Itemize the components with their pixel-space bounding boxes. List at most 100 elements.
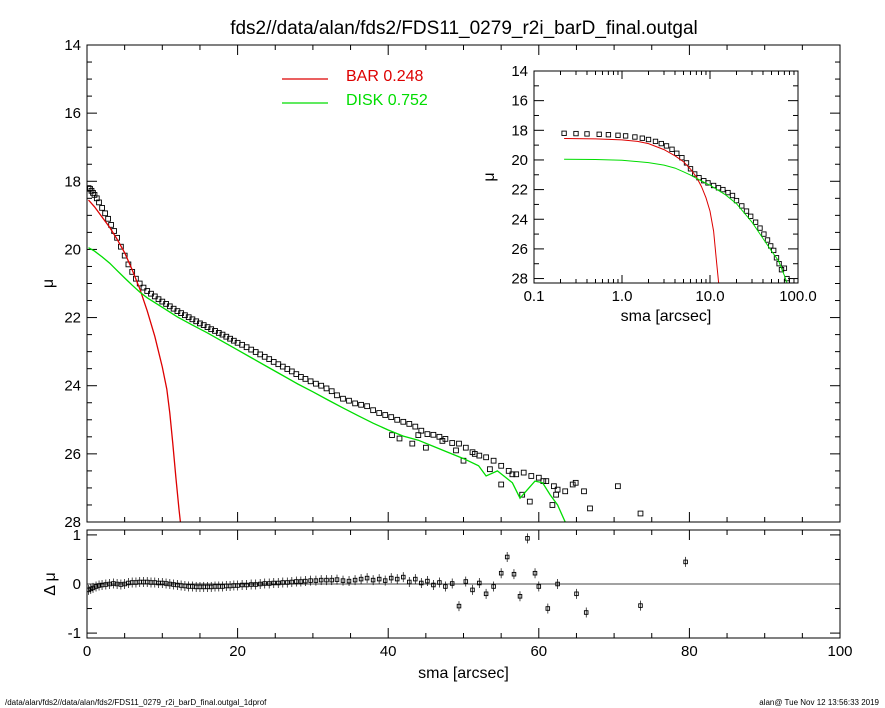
y-tick-label: 0 bbox=[73, 576, 81, 593]
x-tick-label: 0 bbox=[83, 643, 91, 660]
data-point bbox=[528, 473, 535, 479]
data-point bbox=[596, 131, 602, 137]
data-point bbox=[784, 275, 790, 282]
data-point bbox=[424, 431, 431, 437]
data-point bbox=[551, 483, 557, 490]
data-point bbox=[584, 131, 590, 137]
data-point bbox=[553, 491, 559, 498]
legend-label-disk: DISK 0.752 bbox=[346, 92, 428, 109]
chart-title: fds2//data/alan/fds2/FDS11_0279_r2i_barD… bbox=[230, 18, 698, 39]
data-point bbox=[587, 505, 593, 512]
data-point bbox=[370, 407, 376, 414]
data-point bbox=[462, 444, 469, 451]
data-point bbox=[637, 510, 644, 517]
data-point bbox=[781, 265, 788, 271]
data-point bbox=[394, 416, 401, 423]
y-tick-label: 18 bbox=[64, 173, 81, 190]
y-axis-label: μ bbox=[481, 172, 498, 181]
data-point bbox=[743, 208, 750, 214]
data-point bbox=[526, 498, 533, 505]
data-point bbox=[573, 130, 579, 137]
inset-background bbox=[534, 71, 798, 283]
data-point bbox=[388, 414, 395, 420]
data-point bbox=[487, 466, 493, 473]
y-tick-label: 24 bbox=[64, 378, 81, 395]
data-point bbox=[622, 133, 629, 139]
y-tick-label: 22 bbox=[511, 182, 528, 199]
plot-area bbox=[561, 130, 790, 283]
data-point bbox=[572, 479, 579, 486]
data-point bbox=[102, 210, 108, 217]
data-point bbox=[471, 451, 478, 457]
data-point bbox=[679, 155, 685, 161]
data-point bbox=[569, 481, 576, 488]
data-point bbox=[382, 412, 389, 418]
data-point bbox=[105, 215, 111, 222]
data-point bbox=[692, 171, 698, 177]
data-point bbox=[412, 423, 419, 430]
data-point bbox=[513, 471, 520, 478]
data-point bbox=[313, 380, 319, 387]
data-point bbox=[364, 403, 370, 410]
data-point bbox=[307, 378, 314, 385]
data-point bbox=[439, 438, 446, 444]
data-point bbox=[561, 130, 567, 136]
data-point bbox=[406, 421, 413, 427]
data-point bbox=[605, 132, 612, 138]
series-line-disk bbox=[88, 247, 566, 522]
data-point bbox=[140, 284, 147, 291]
data-point bbox=[562, 488, 569, 495]
data-point bbox=[658, 140, 664, 147]
x-tick-label: 100 bbox=[827, 643, 852, 660]
data-point bbox=[456, 440, 462, 447]
data-point bbox=[764, 237, 771, 243]
data-point bbox=[720, 186, 726, 193]
axes-frame bbox=[86, 529, 841, 639]
data-point bbox=[423, 444, 429, 451]
y-axis-label: Δ μ bbox=[42, 572, 59, 595]
data-point bbox=[346, 397, 352, 404]
legend: BAR 0.248 DISK 0.752 bbox=[282, 68, 428, 109]
x-tick-label: 10.0 bbox=[695, 288, 724, 305]
data-point bbox=[449, 440, 456, 446]
x-tick-label: 100.0 bbox=[779, 288, 817, 305]
data-point bbox=[663, 143, 670, 149]
data-point bbox=[318, 382, 325, 389]
series-line-disk bbox=[564, 158, 788, 283]
data-point bbox=[208, 326, 215, 333]
data-point bbox=[549, 502, 556, 508]
axes-frame bbox=[533, 70, 799, 284]
footer-timestamp: alan@ Tue Nov 12 13:56:33 2019 bbox=[759, 698, 879, 707]
series-line-bar bbox=[88, 199, 182, 522]
data-point bbox=[509, 471, 516, 478]
data-point bbox=[725, 189, 731, 196]
y-tick-label: 28 bbox=[64, 514, 81, 531]
data-point bbox=[352, 400, 358, 407]
data-point bbox=[615, 483, 621, 490]
y-tick-label: 14 bbox=[64, 37, 81, 54]
x-tick-label: 80 bbox=[681, 643, 698, 660]
data-point bbox=[396, 435, 403, 442]
data-point bbox=[418, 427, 425, 434]
data-point bbox=[96, 199, 102, 206]
data-point bbox=[729, 192, 736, 199]
data-point bbox=[543, 478, 550, 484]
data-point bbox=[761, 231, 767, 237]
x-tick-label: 40 bbox=[380, 643, 397, 660]
data-point bbox=[415, 432, 422, 438]
data-point bbox=[687, 166, 694, 172]
data-point bbox=[498, 481, 505, 488]
data-point bbox=[645, 136, 652, 143]
data-point bbox=[430, 431, 437, 438]
data-point bbox=[389, 432, 395, 438]
data-point bbox=[118, 243, 124, 250]
legend-label-bar: BAR 0.248 bbox=[346, 68, 423, 85]
data-point bbox=[376, 410, 383, 416]
data-point bbox=[739, 203, 745, 209]
data-point bbox=[334, 392, 340, 399]
x-tick-label: 0.1 bbox=[524, 288, 545, 305]
y-axis-label: μ bbox=[40, 279, 57, 288]
data-point bbox=[520, 469, 527, 476]
